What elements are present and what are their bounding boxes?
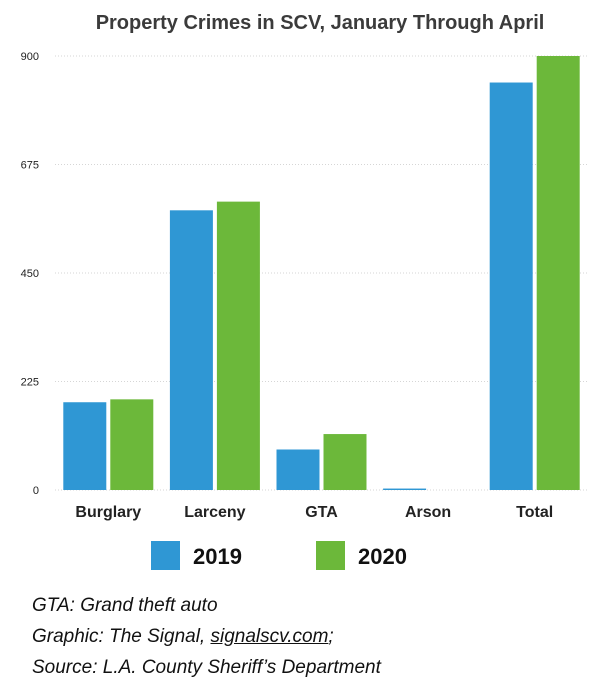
footnote-source: Source: L.A. County Sheriff’s Department <box>32 657 381 678</box>
footnote-graphic-prefix: Graphic: The Signal, <box>32 626 211 647</box>
signalscv-link[interactable]: signalscv.com <box>210 626 329 647</box>
y-tick-label: 0 <box>33 485 39 497</box>
footnotes: GTA: Grand theft auto Graphic: The Signa… <box>32 590 381 683</box>
x-tick-label: Arson <box>405 504 451 521</box>
bar-2019-larceny <box>169 210 213 491</box>
legend-label-2020: 2020 <box>358 544 407 569</box>
legend-swatch-2020 <box>316 541 345 570</box>
footnote-graphic: Graphic: The Signal, signalscv.com; <box>32 621 381 652</box>
y-axis-ticks: 0 225 450 675 900 <box>21 51 39 497</box>
x-tick-label: Larceny <box>184 504 245 521</box>
x-axis-ticks: Burglary Larceny GTA Arson Total <box>75 504 553 521</box>
bar-chart: Property Crimes in SCV, January Through … <box>21 12 588 570</box>
legend: 2019 2020 <box>151 541 407 570</box>
chart-title: Property Crimes in SCV, January Through … <box>96 12 545 34</box>
x-tick-label: Total <box>516 504 553 521</box>
bar-2019-total <box>489 82 533 491</box>
footnote-graphic-suffix: ; <box>328 626 334 647</box>
bar-2019-burglary <box>63 402 107 490</box>
legend-swatch-2019 <box>151 541 180 570</box>
bar-2020-total <box>536 56 580 490</box>
y-tick-label: 225 <box>21 377 39 389</box>
y-tick-label: 675 <box>21 160 39 172</box>
bar-2020-larceny <box>216 201 260 490</box>
bar-2020-gta <box>323 434 367 490</box>
y-tick-label: 900 <box>21 51 39 63</box>
x-tick-label: Burglary <box>75 504 141 521</box>
bar-2020-burglary <box>110 399 154 490</box>
x-tick-label: GTA <box>305 504 338 521</box>
bars <box>63 56 580 491</box>
footnote-gta: GTA: Grand theft auto <box>32 595 218 616</box>
legend-label-2019: 2019 <box>193 544 242 569</box>
bar-2019-arson <box>383 488 427 490</box>
y-tick-label: 450 <box>21 268 39 280</box>
bar-2019-gta <box>276 449 320 490</box>
